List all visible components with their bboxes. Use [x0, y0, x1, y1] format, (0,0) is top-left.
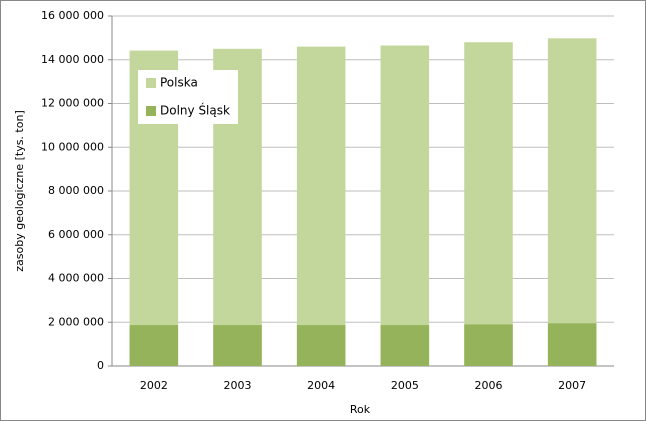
y-tick-label: 2 000 000	[48, 315, 104, 328]
y-tick-label: 0	[97, 359, 104, 372]
bar	[296, 46, 346, 366]
bar	[296, 325, 346, 366]
bar	[213, 325, 262, 366]
y-tick-label: 6 000 000	[48, 228, 104, 241]
legend-label: Polska	[160, 76, 198, 90]
x-tick-label: 2007	[558, 379, 586, 392]
y-axis-label: zasoby geologiczne [tys. ton]	[13, 110, 26, 271]
y-tick-label: 8 000 000	[48, 184, 104, 197]
x-tick-label: 2003	[224, 379, 252, 392]
y-tick-label: 4 000 000	[48, 272, 104, 285]
x-tick-label: 2005	[391, 379, 419, 392]
legend-label: Dolny Śląsk	[160, 103, 230, 118]
y-tick-label: 10 000 000	[41, 140, 104, 153]
y-tick-label: 14 000 000	[41, 53, 104, 66]
bar	[464, 324, 513, 366]
bar	[129, 325, 179, 366]
bar	[547, 38, 597, 366]
bar	[380, 325, 430, 366]
bar	[464, 42, 513, 366]
bar	[380, 45, 430, 366]
x-tick-label: 2002	[140, 379, 168, 392]
x-axis-label: Rok	[350, 403, 371, 416]
legend-swatch	[146, 78, 156, 88]
legend-swatch	[146, 106, 156, 116]
bar	[547, 323, 597, 366]
x-tick-label: 2006	[475, 379, 503, 392]
y-tick-label: 12 000 000	[41, 97, 104, 110]
y-tick-label: 16 000 000	[41, 9, 104, 22]
x-tick-label: 2004	[307, 379, 335, 392]
